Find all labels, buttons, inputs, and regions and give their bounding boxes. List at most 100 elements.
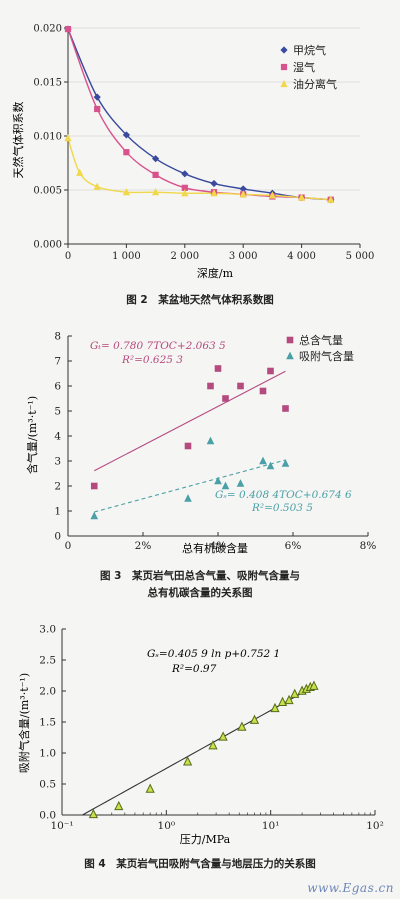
figure-2-data-point <box>152 155 160 163</box>
figure-2-legend-marker <box>280 79 288 88</box>
figure-4-data-point <box>208 740 218 750</box>
figure-3-data-point <box>90 511 99 520</box>
figure-3-legend-marker <box>286 351 294 360</box>
figure-2-legend-marker <box>280 46 288 54</box>
figure-2-x-tick-label: 5 000 <box>346 251 375 262</box>
figure-3-data-point <box>214 476 222 485</box>
figure-4-data-point <box>237 721 247 731</box>
figure-3-data-point <box>207 382 214 390</box>
figure-2-data-point <box>93 93 101 101</box>
figure-2-y-tick-label: 0.015 <box>33 78 62 89</box>
figure-2-legend-label: 湿气 <box>293 60 315 74</box>
figure-4-y-tick-label: 1.5 <box>39 717 56 729</box>
figure-3-data-point <box>282 405 289 412</box>
figure-2-data-point <box>181 184 188 191</box>
figure-2-data-point <box>210 189 218 197</box>
figure-3-ylabel: 含气量/(m³·t⁻¹) <box>25 396 39 474</box>
figure-4-r2: R²=0.97 <box>171 663 217 675</box>
figure-2-y-tick-label: 0.020 <box>33 24 62 35</box>
figure-4-x-tick-label: 10⁰ <box>158 820 176 832</box>
figure-3-data-point <box>90 482 98 490</box>
figure-4-data-point <box>277 696 288 706</box>
figure-3-r2-total: R²=0.625 3 <box>121 354 183 366</box>
figure-4-y-tick-label: 0.0 <box>39 810 56 822</box>
figure-2-series-line <box>67 28 331 201</box>
figure-3-eq-ads: Gₛ= 0.408 4TOC+0.674 6 <box>215 489 352 501</box>
figure-3-r2-ads: R²=0.503 5 <box>251 502 313 514</box>
figure-2-y-tick-label: 0.000 <box>33 240 62 251</box>
figure-3-y-tick-label: 1 <box>54 506 61 518</box>
figure-2-data-point <box>122 131 130 139</box>
figure-4-xlabel: 压力/MPa <box>180 833 231 846</box>
figure-3-x-tick-label: 4% <box>210 540 227 552</box>
figure-2-data-point <box>239 185 247 193</box>
figure-3-data-point <box>266 461 275 470</box>
figure-4-x-tick-label: 10¹ <box>262 820 280 832</box>
figure-2-data-point <box>122 188 130 196</box>
figure-4-eq: Gₛ=0.405 9 ln p+0.752 1 <box>147 648 280 660</box>
figure-3-y-tick-label: 4 <box>54 431 61 443</box>
figure-2-data-point <box>152 188 160 196</box>
figure-3-data-point <box>267 367 274 375</box>
figure-3-eq-total: Gₜ= 0.780 7TOC+2.063 5 <box>90 340 226 352</box>
figure-3-legend-marker <box>286 336 294 344</box>
figure-4-y-tick-label: 1.0 <box>39 748 56 760</box>
figure-4-data-point <box>183 756 193 766</box>
figure-2-data-point <box>239 190 247 198</box>
figure-4-y-tick-label: 2.0 <box>39 686 56 698</box>
figure-4-caption: 图 4 某页岩气田吸附气含量与地层压力的关系图 <box>84 858 316 870</box>
figure-3-caption-line1: 图 3 某页岩气田总含气量、吸附气含量与 <box>100 570 300 582</box>
figure-2-x-tick-label: 2 000 <box>170 251 199 262</box>
figure-4-y-tick-label: 2.5 <box>39 655 56 667</box>
figure-3-y-tick-label: 2 <box>54 481 61 493</box>
figure-2-data-point <box>93 182 101 190</box>
figure-3-data-point <box>281 459 290 467</box>
figure-4-data-point <box>145 783 155 793</box>
figure-4-data-point <box>249 714 260 724</box>
figure-2-y-tick-label: 0.010 <box>33 132 62 143</box>
figure-2-x-tick-label: 3 000 <box>229 251 258 262</box>
figure-4-data-point <box>270 702 280 713</box>
figure-2-x-tick-label: 1 000 <box>112 251 141 262</box>
figure-3-x-tick-label: 6% <box>285 540 302 552</box>
figure-4-data-point <box>114 800 124 811</box>
figure-3-data-point <box>222 395 229 402</box>
figure-3-y-tick-label: 8 <box>54 331 61 343</box>
figure-4-x-tick-label: 10⁻¹ <box>50 820 73 832</box>
figure-2-data-point <box>123 149 130 156</box>
figure-3-data-point <box>184 494 192 502</box>
figure-4-chart: 0.0 0.5 1.0 1.5 2.0 2.5 3.0 10⁻¹ 10⁰ 10¹ 10² 吸附气含量… <box>17 624 384 847</box>
figure-3-xlabel: 总有机碳含量 <box>182 541 248 555</box>
figure-4-y-tick-label: 0.5 <box>39 779 56 791</box>
figure-2-data-point <box>298 193 306 201</box>
figure-3-x-tick-label: 0 <box>65 540 72 552</box>
figure-3-data-point <box>237 382 244 390</box>
figure-2-data-point <box>94 105 101 113</box>
figure-2-x-tick-label: 4 000 <box>287 251 316 262</box>
figure-3-legend-label: 总含气量 <box>299 333 343 347</box>
figure-2-data-point <box>210 179 218 188</box>
figure-2-legend-label: 油分离气 <box>293 77 337 91</box>
figure-2-legend-label: 甲烷气 <box>293 43 326 57</box>
figure-4-data-point <box>290 688 300 698</box>
figure-3-y-tick-label: 3 <box>54 456 61 468</box>
figure-2-x-tick-label: 0 <box>65 251 71 262</box>
figure-4-ylabel: 吸附气含量/(m³·t⁻¹) <box>17 673 31 773</box>
figure-2-y-tick-label: 0.005 <box>33 186 62 197</box>
figure-3-y-tick-label: 6 <box>54 381 61 393</box>
figure-3-y-tick-label: 0 <box>54 531 61 543</box>
figure-3-y-tick-label: 7 <box>54 356 61 368</box>
figure-2-data-point <box>64 25 72 33</box>
figure-2-data-point <box>268 191 276 199</box>
figure-2-data-point <box>64 134 72 142</box>
figure-4-data-point <box>88 808 99 819</box>
figure-3-trendline <box>94 459 286 513</box>
figure-3-data-point <box>259 456 267 465</box>
figure-2-series-line <box>67 28 331 201</box>
figure-3-data-point <box>206 436 215 445</box>
figure-3-data-point <box>184 442 192 450</box>
figure-3-x-tick-label: 8% <box>360 540 377 552</box>
figure-3-trendline <box>93 370 286 472</box>
figure-2-data-point <box>181 170 189 178</box>
